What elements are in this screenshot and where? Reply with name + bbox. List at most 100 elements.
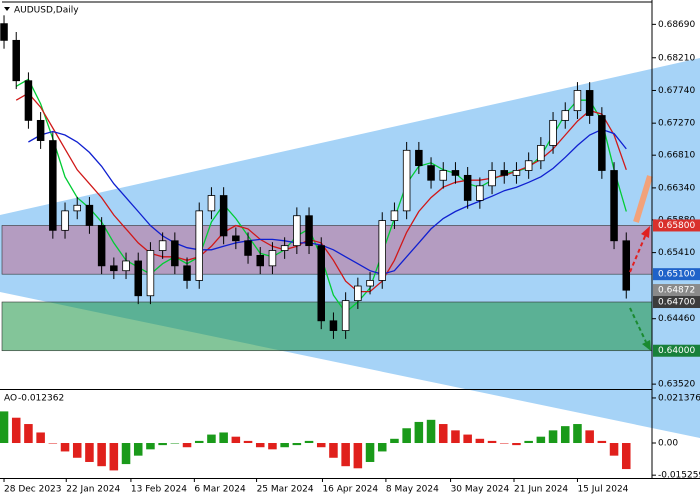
ao-bar bbox=[609, 443, 619, 456]
candle-body bbox=[415, 149, 423, 167]
ao-bar bbox=[170, 443, 180, 444]
ao-bar bbox=[231, 436, 241, 444]
ao-bar bbox=[621, 443, 631, 470]
candle-body bbox=[110, 265, 118, 272]
level-box bbox=[653, 284, 700, 297]
symbol-menu-icon[interactable] bbox=[4, 7, 10, 11]
candle-body bbox=[73, 204, 81, 212]
x-tick-label: 13 Feb 2024 bbox=[131, 485, 187, 495]
candle-body bbox=[244, 240, 252, 256]
candle-body bbox=[24, 80, 33, 121]
candle-body bbox=[402, 149, 411, 212]
ao-bar bbox=[97, 443, 106, 467]
candle-body bbox=[549, 119, 557, 146]
candle-body bbox=[598, 115, 606, 171]
ao-bar bbox=[60, 443, 70, 452]
x-tick-label: 15 Jul 2024 bbox=[577, 485, 628, 495]
y-tick-label: 0.65410 bbox=[658, 248, 695, 258]
candle-body bbox=[378, 220, 386, 281]
ao-bar bbox=[158, 443, 167, 446]
projection-band bbox=[633, 175, 653, 223]
ao-bar bbox=[585, 430, 594, 444]
ao-tick-label: 0.021376 bbox=[658, 393, 700, 403]
candle-body bbox=[207, 195, 216, 212]
candle-body bbox=[146, 250, 155, 297]
y-tick-label: 0.64460 bbox=[658, 314, 695, 324]
candle-body bbox=[354, 285, 362, 302]
ao-bar bbox=[182, 443, 192, 448]
ao-bar bbox=[243, 440, 253, 444]
ao-bar bbox=[146, 443, 155, 450]
ao-bar bbox=[121, 443, 131, 465]
x-tick-label: 22 Jan 2024 bbox=[66, 485, 120, 495]
level-label: 0.65100 bbox=[658, 270, 695, 280]
candle-body bbox=[305, 215, 313, 247]
candle-body bbox=[268, 250, 277, 267]
ao-bar bbox=[292, 443, 302, 446]
candle-body bbox=[232, 235, 240, 242]
y-tick-label: 0.67740 bbox=[658, 86, 695, 96]
candle-body bbox=[219, 195, 228, 237]
candle-body bbox=[427, 165, 435, 181]
candle-body bbox=[512, 170, 521, 176]
candle-body bbox=[610, 170, 618, 242]
moving-average bbox=[28, 128, 627, 275]
candle-body bbox=[134, 260, 142, 297]
level-box bbox=[653, 268, 700, 281]
ao-bar bbox=[207, 434, 216, 444]
candle-body bbox=[0, 23, 8, 41]
ao-bar bbox=[560, 426, 570, 444]
ao-bar bbox=[341, 443, 350, 467]
y-tick-label: 0.68210 bbox=[658, 53, 695, 63]
ao-bar bbox=[426, 419, 436, 444]
candle-body bbox=[390, 210, 399, 221]
ao-bar bbox=[11, 417, 21, 444]
ao-bar bbox=[133, 443, 143, 456]
candle-body bbox=[36, 119, 45, 141]
ao-bar bbox=[512, 443, 521, 446]
candle-body bbox=[171, 240, 179, 267]
ao-bar bbox=[255, 443, 265, 448]
level-label: 0.64872 bbox=[658, 286, 695, 296]
x-tick-label: 28 Dec 2023 bbox=[4, 485, 62, 495]
ao-bar bbox=[487, 440, 497, 444]
candle-body bbox=[158, 240, 167, 251]
candle-body bbox=[366, 280, 374, 287]
candle-body bbox=[293, 215, 301, 247]
ao-bar bbox=[499, 443, 509, 444]
level-box bbox=[653, 219, 700, 232]
ao-bar bbox=[0, 411, 9, 444]
candle-body bbox=[524, 160, 533, 171]
candle-body bbox=[49, 140, 57, 231]
chart-title: AUDUSD,Daily bbox=[14, 6, 79, 16]
candle-body bbox=[195, 210, 203, 281]
ao-bar bbox=[194, 440, 204, 444]
candle-body bbox=[476, 185, 484, 201]
ao-bar bbox=[280, 443, 289, 448]
candle-body bbox=[341, 300, 350, 331]
ao-bar bbox=[365, 443, 375, 462]
x-tick-label: 21 Jun 2024 bbox=[514, 485, 568, 495]
down-arrow bbox=[629, 307, 647, 343]
ao-bar bbox=[438, 424, 448, 444]
x-tick-label: 30 May 2024 bbox=[451, 485, 510, 495]
candle-body bbox=[329, 320, 338, 331]
zones bbox=[1, 225, 653, 352]
ao-bar bbox=[316, 443, 326, 448]
level-box bbox=[653, 344, 700, 357]
candle-body bbox=[451, 170, 460, 176]
ao-bar bbox=[377, 443, 387, 452]
candle-body bbox=[280, 245, 289, 251]
candle-body bbox=[488, 170, 496, 187]
ao-bar bbox=[329, 443, 338, 458]
ao-bar bbox=[573, 424, 582, 444]
x-tick-label: 8 May 2024 bbox=[386, 485, 439, 495]
plot-area bbox=[0, 15, 631, 471]
level-label: 0.64000 bbox=[658, 346, 695, 356]
ao-bar bbox=[597, 440, 607, 444]
x-tick-label: 6 Mar 2024 bbox=[194, 485, 246, 495]
ao-bar bbox=[353, 443, 363, 469]
axes: 0.68690 0.68210 0.67740 0.67270 0.66810 0.663… bbox=[3, 20, 700, 495]
ao-bar bbox=[304, 440, 314, 444]
